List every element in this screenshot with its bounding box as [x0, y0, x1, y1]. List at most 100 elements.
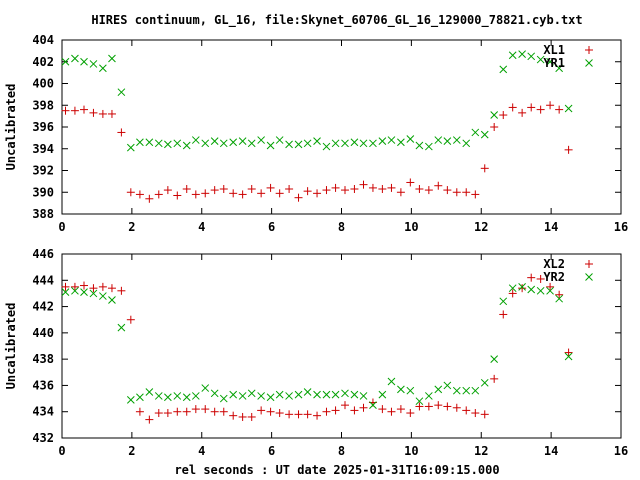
data-point [499, 65, 508, 74]
marker-stroke [266, 141, 275, 150]
marker-stroke [219, 139, 228, 148]
marker-stroke [415, 397, 424, 406]
marker-stroke [462, 386, 471, 395]
x-tick-label: 4 [198, 220, 205, 234]
data-point [378, 390, 387, 399]
data-point [294, 390, 303, 399]
y-tick-label: 404 [32, 33, 54, 47]
data-point [443, 402, 452, 411]
marker-stroke [164, 140, 172, 149]
data-point [108, 296, 116, 304]
data-point [80, 281, 89, 290]
data-point [322, 390, 331, 399]
marker-stroke [424, 142, 433, 151]
data-point [331, 183, 340, 192]
marker-stroke [145, 388, 154, 396]
data-point [499, 310, 508, 319]
data-point [126, 143, 135, 152]
marker-stroke [564, 104, 573, 113]
data-point [536, 105, 545, 114]
y-tick-label: 438 [32, 352, 54, 366]
data-point [61, 288, 70, 296]
data-point [126, 315, 135, 324]
marker-stroke [173, 392, 182, 400]
data-point [555, 105, 564, 114]
y-axis-label: Uncalibrated [4, 84, 18, 171]
marker-stroke [434, 136, 443, 144]
data-point [164, 140, 172, 149]
marker-stroke [108, 54, 116, 63]
marker-stroke [145, 138, 154, 147]
data-point [210, 389, 219, 398]
data-point [434, 385, 443, 394]
data-point [322, 142, 331, 151]
marker-stroke [201, 139, 210, 148]
marker-stroke [99, 292, 107, 300]
marker-stroke [303, 139, 312, 148]
y-tick-label: 400 [32, 77, 54, 91]
data-point [266, 141, 275, 150]
data-point [480, 164, 489, 173]
data-point [154, 139, 163, 148]
marker-stroke [182, 141, 191, 150]
y-tick-label: 396 [32, 120, 54, 134]
data-point [257, 392, 265, 400]
marker-stroke [229, 138, 238, 147]
data-point [238, 137, 247, 145]
data-point [210, 137, 219, 145]
y-tick-label: 446 [32, 247, 54, 261]
x-axis-label: rel seconds : UT date 2025-01-31T16:09:1… [174, 463, 499, 477]
marker-stroke [536, 286, 545, 295]
x-tick-label: 10 [404, 220, 418, 234]
data-point [480, 130, 489, 139]
marker-stroke [490, 111, 499, 119]
data-point [99, 64, 107, 73]
data-point [471, 190, 480, 199]
y-tick-label: 394 [32, 142, 54, 156]
marker-stroke [471, 386, 480, 395]
data-point [135, 407, 144, 416]
marker-stroke [387, 136, 396, 144]
data-point [303, 187, 312, 196]
marker-stroke [397, 138, 405, 147]
data-point [173, 139, 182, 148]
marker-stroke [555, 64, 564, 73]
plot-frame [61, 253, 622, 439]
marker-stroke [499, 65, 508, 74]
data-point [229, 138, 238, 147]
data-point [452, 188, 461, 197]
chart-title: HIRES continuum, GL_16, file:Skynet_6070… [91, 13, 582, 28]
data-point [80, 105, 89, 114]
data-point [71, 286, 79, 295]
data-point [303, 388, 312, 396]
marker-stroke [452, 386, 461, 395]
data-point [499, 111, 508, 120]
marker-stroke [480, 130, 489, 139]
marker-stroke [406, 386, 415, 395]
data-point [536, 286, 545, 295]
x-tick-label: 6 [268, 220, 275, 234]
data-point [527, 52, 536, 61]
marker-stroke [341, 139, 349, 148]
marker-stroke [238, 392, 247, 400]
marker-stroke [164, 393, 172, 402]
legend-label: XL1 [543, 43, 565, 57]
data-point [331, 139, 340, 148]
data-point [191, 136, 200, 144]
data-point [219, 394, 228, 403]
marker-stroke [397, 385, 405, 394]
marker-stroke [71, 286, 79, 295]
data-point [508, 103, 517, 112]
data-point [173, 407, 182, 416]
data-point [564, 104, 573, 113]
legend-marker [585, 46, 593, 54]
data-point [229, 390, 238, 399]
data-point [163, 186, 172, 195]
data-point [238, 412, 247, 421]
series-xl1 [61, 101, 573, 203]
data-point [424, 402, 433, 411]
data-point [471, 128, 480, 137]
data-point [154, 190, 163, 199]
data-point [415, 402, 424, 411]
data-point [294, 193, 303, 202]
